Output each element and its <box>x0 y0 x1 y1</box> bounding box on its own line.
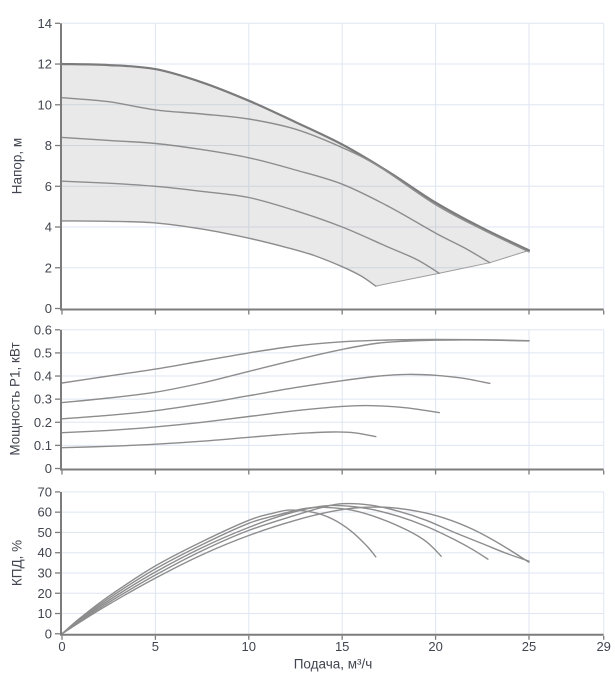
y-tick-label: 0.3 <box>34 392 52 407</box>
power-axis-title: Мощность P1, кВт <box>7 342 23 456</box>
y-tick-label: 70 <box>38 484 52 499</box>
y-tick-label: 50 <box>38 525 52 540</box>
y-tick-label: 4 <box>45 220 52 235</box>
head-axis-title: Напор, м <box>9 137 25 195</box>
y-tick-label: 12 <box>38 57 52 72</box>
curve-head-speed-4 <box>61 180 440 274</box>
curve-power-speed-4 <box>61 404 440 434</box>
y-tick-label: 40 <box>38 545 52 560</box>
y-tick-label: 10 <box>38 606 52 621</box>
y-tick-label: 0.6 <box>34 322 52 337</box>
x-tick-label: 25 <box>522 639 536 654</box>
curve-head-speed-3 <box>61 136 491 264</box>
curve-efficiency-speed-3 <box>61 504 489 635</box>
y-tick-label: 60 <box>38 505 52 520</box>
y-tick-label: 0 <box>45 301 52 316</box>
curve-power-speed-3 <box>61 373 491 420</box>
curve-head-speed-1 <box>60 62 531 252</box>
flow-axis-title: Подача, м³/ч <box>293 656 373 672</box>
x-tick-label: 20 <box>428 639 442 654</box>
curve-efficiency-speed-4 <box>61 506 442 635</box>
y-tick-label: 0.5 <box>34 345 52 360</box>
envelope-bottom-edge <box>375 249 530 287</box>
x-tick-label: 5 <box>152 639 159 654</box>
y-tick-label: 0.1 <box>34 438 52 453</box>
y-tick-label: 0.4 <box>34 369 52 384</box>
y-tick-label: 10 <box>38 97 52 112</box>
y-tick-label: 14 <box>38 16 52 31</box>
y-tick-label: 20 <box>38 586 52 601</box>
y-tick-label: 30 <box>38 565 52 580</box>
y-tick-label: 0 <box>45 626 52 641</box>
x-tick-label: 29 <box>596 639 610 654</box>
x-tick-label: 0 <box>58 639 65 654</box>
curve-power-speed-5 <box>61 431 377 449</box>
y-tick-label: 8 <box>45 138 52 153</box>
y-tick-label: 2 <box>45 260 52 275</box>
y-tick-label: 6 <box>45 179 52 194</box>
operating-envelope <box>62 64 529 287</box>
x-tick-label: 10 <box>242 639 256 654</box>
curve-head-speed-5 <box>61 220 377 287</box>
curve-power-speed-2 <box>61 339 530 404</box>
curve-efficiency-speed-1 <box>61 506 530 635</box>
y-tick-label: 0 <box>45 461 52 476</box>
y-tick-label: 0.2 <box>34 415 52 430</box>
efficiency-axis-title: КПД, % <box>9 539 25 587</box>
x-tick-label: 15 <box>335 639 349 654</box>
curve-efficiency-speed-5 <box>61 509 377 635</box>
curve-head-speed-2 <box>61 97 530 253</box>
